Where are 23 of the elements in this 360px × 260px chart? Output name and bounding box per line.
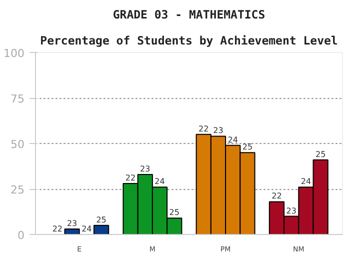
y-tick-label: 50 — [10, 138, 25, 151]
text: 23 — [140, 164, 150, 174]
text: 24 — [228, 135, 238, 144]
series-label: 24 — [82, 224, 92, 234]
text: 25 — [315, 150, 326, 159]
text: 25 — [169, 208, 180, 218]
y-tick-label: 75 — [10, 92, 25, 106]
chart-title: GRADE 03 - MATHEMATICS — [112, 8, 266, 22]
text: 25 — [242, 142, 253, 152]
y-tick-label: 100 — [4, 47, 25, 60]
text: 22 — [198, 124, 209, 134]
text: 22 — [272, 192, 282, 201]
series-label: 23 — [66, 219, 78, 228]
chart-subtitle: Percentage of Students by Achievement Level — [40, 34, 338, 48]
text: 22 — [125, 174, 136, 183]
y-tick-label: 25 — [10, 184, 25, 196]
series-label: 25 — [96, 215, 106, 224]
text: 23 — [286, 206, 296, 216]
text: 24 — [154, 177, 165, 186]
series-label: 22 — [52, 224, 63, 234]
y-tick-label: 0 — [18, 229, 24, 242]
text: 24 — [300, 177, 312, 186]
text: 23 — [213, 126, 224, 136]
